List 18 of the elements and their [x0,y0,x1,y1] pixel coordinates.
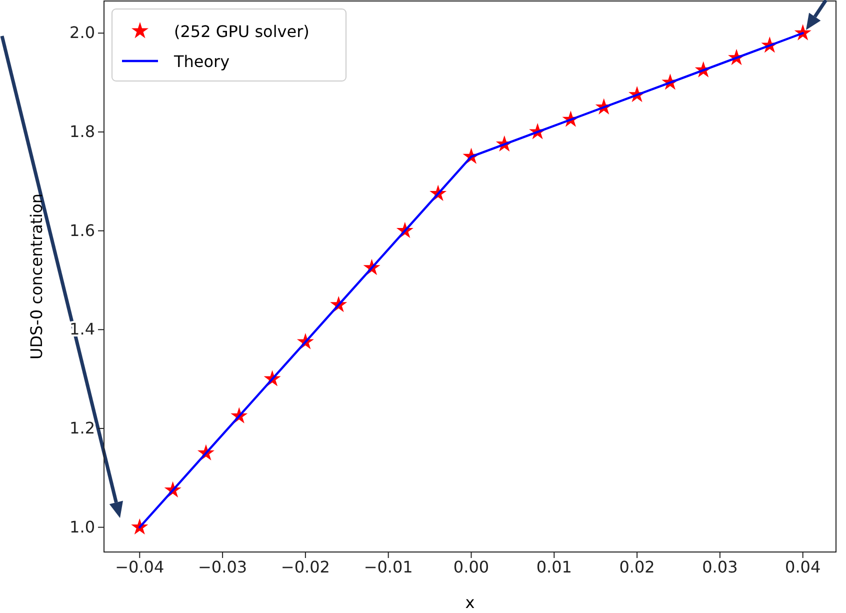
legend-label: Theory [173,52,230,71]
x-tick-label: −0.02 [280,557,330,576]
y-tick-label: 2.0 [70,23,95,42]
x-tick-label: 0.01 [536,557,572,576]
x-tick-label: 0.03 [702,557,738,576]
x-tick-label: −0.01 [364,557,413,576]
x-tick-label: 0.04 [785,557,821,576]
y-tick-label: 1.2 [70,418,95,438]
y-tick-label: 1.8 [70,122,95,142]
y-tick-label: 1.6 [70,220,95,240]
y-tick-label: 1.0 [70,517,95,536]
legend-label: (252 GPU solver) [174,22,310,41]
x-tick-label: −0.04 [115,557,164,576]
x-tick-label: 0.00 [453,557,490,576]
x-axis-title: x [465,593,475,612]
x-tick-label: 0.02 [619,557,655,576]
y-axis-title: UDS-0 concentration [27,193,46,360]
x-tick-label: −0.03 [198,557,248,576]
